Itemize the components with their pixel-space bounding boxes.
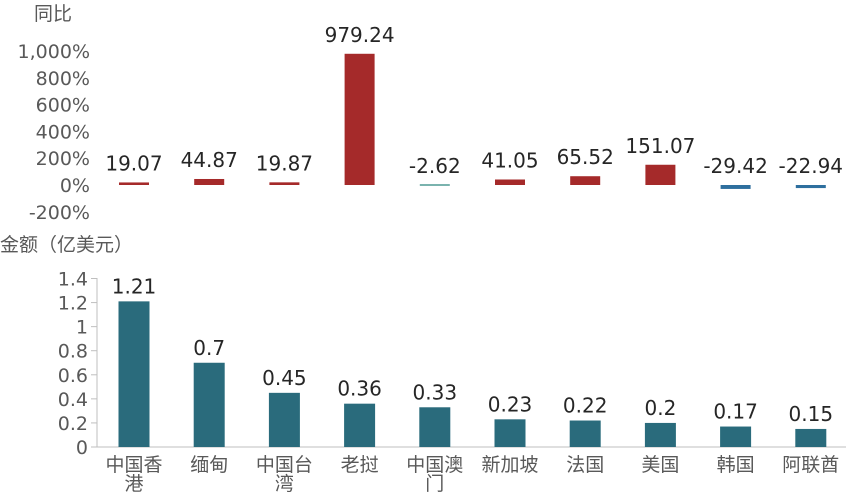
amount-data-label: 0.17	[713, 400, 758, 424]
yoy-y-tick-label: 0%	[60, 175, 90, 197]
x-category-label: 中国台	[256, 454, 313, 476]
yoy-data-label: 19.87	[256, 151, 313, 175]
amount-data-label: 0.15	[789, 402, 834, 426]
yoy-bar	[570, 176, 601, 185]
amount-chart-title: 金额（亿美元）	[0, 234, 133, 256]
x-category-label: 法国	[566, 454, 604, 476]
yoy-data-label: 65.52	[557, 145, 614, 169]
amount-data-label: 0.36	[337, 377, 382, 401]
amount-bar	[344, 403, 376, 447]
amount-y-tick-label: 0.8	[58, 341, 88, 363]
amount-bar	[795, 428, 827, 447]
amount-bar	[720, 426, 752, 447]
x-category-label: 门	[425, 473, 444, 493]
amount-y-tick-label: 0.4	[58, 389, 88, 411]
amount-bar	[118, 301, 150, 447]
yoy-y-tick-label: 400%	[36, 121, 90, 143]
yoy-y-tick-label: 800%	[36, 68, 90, 90]
amount-bar	[419, 407, 451, 447]
amount-chart: 金额（亿美元） 00.20.40.60.811.21.4 1.21中国香港0.7缅…	[0, 234, 846, 495]
amount-y-tick-label: 1.4	[58, 269, 88, 291]
amount-data-label: 0.45	[262, 366, 307, 390]
x-category-label: 新加坡	[481, 454, 538, 476]
yoy-data-label: 151.07	[625, 134, 695, 158]
yoy-y-tick-label: 1,000%	[18, 41, 90, 63]
x-category-label: 中国澳	[406, 454, 463, 476]
amount-bar	[494, 419, 526, 447]
yoy-chart: 同比 -200% 0% 200% 400% 600% 800% 1,000% 19.07 44.…	[18, 3, 843, 224]
yoy-bar	[419, 184, 450, 186]
x-category-label: 韩国	[717, 454, 755, 476]
amount-y-tick-label: 0	[76, 437, 88, 459]
amount-bar	[193, 362, 225, 447]
amount-data-label: 1.21	[112, 274, 157, 298]
x-category-label: 阿联酋	[782, 454, 839, 476]
yoy-bar	[194, 178, 225, 185]
amount-data-label: 0.7	[193, 336, 225, 360]
yoy-bar	[269, 182, 300, 185]
x-category-label: 美国	[641, 454, 679, 476]
amount-data-label: 0.22	[563, 394, 608, 418]
yoy-chart-title: 同比	[34, 3, 72, 25]
amount-bar	[268, 392, 300, 447]
yoy-data-label: -29.42	[703, 154, 767, 178]
amount-y-tick-label: 1	[76, 317, 88, 339]
yoy-y-tick-label: 200%	[36, 148, 90, 170]
yoy-y-tick-label: 600%	[36, 95, 90, 117]
amount-bar	[644, 422, 676, 447]
yoy-bar	[720, 185, 751, 189]
yoy-y-tick-label: -200%	[29, 202, 90, 224]
x-category-label: 湾	[275, 473, 294, 493]
yoy-data-label: -2.62	[409, 154, 461, 178]
yoy-bar	[495, 179, 525, 185]
x-category-label: 老挝	[341, 454, 379, 476]
yoy-data-label: -22.94	[779, 154, 843, 178]
amount-y-tick-label: 1.2	[58, 293, 88, 315]
yoy-data-label: 41.05	[481, 148, 538, 172]
yoy-bar	[119, 182, 149, 185]
amount-data-label: 0.23	[488, 392, 533, 416]
yoy-data-label: 19.07	[105, 151, 162, 175]
x-category-label: 港	[124, 473, 143, 493]
x-category-label: 缅甸	[190, 454, 228, 476]
yoy-bar	[344, 53, 375, 185]
yoy-bar	[795, 185, 826, 189]
amount-data-label: 0.2	[644, 396, 676, 420]
yoy-data-label: 44.87	[181, 148, 238, 172]
yoy-data-label: 979.24	[325, 23, 395, 47]
amount-y-tick-label: 0.6	[58, 365, 88, 387]
amount-y-tick-label: 0.2	[58, 413, 88, 435]
x-category-label: 中国香	[105, 454, 162, 476]
amount-bar	[569, 420, 601, 447]
yoy-bar	[645, 164, 676, 185]
amount-data-label: 0.33	[413, 380, 458, 404]
